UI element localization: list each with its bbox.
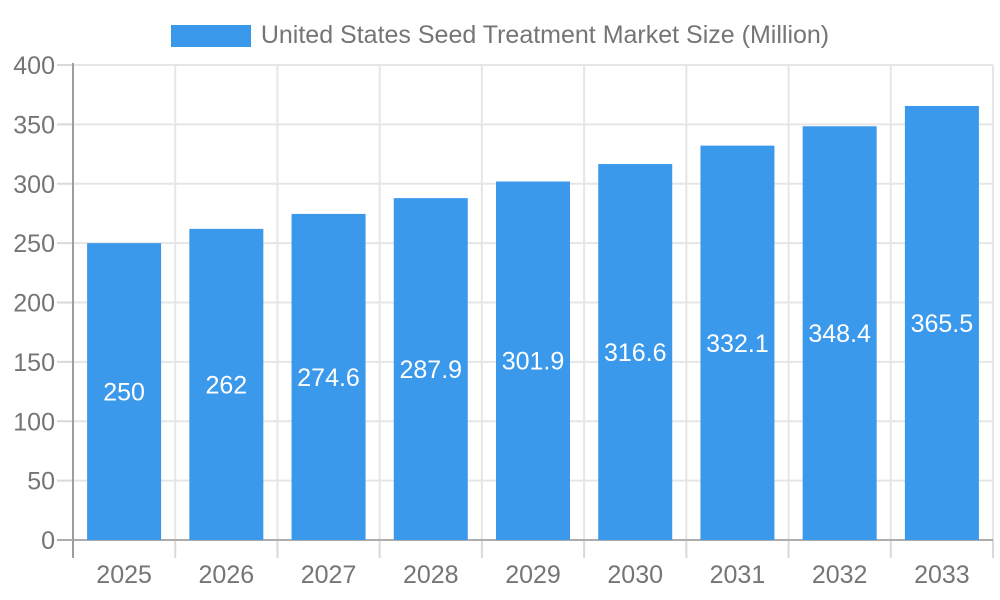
bar-value-label: 316.6	[604, 339, 667, 367]
bar[interactable]	[291, 213, 366, 540]
x-tick-label: 2027	[301, 561, 357, 589]
bar[interactable]	[904, 105, 979, 540]
x-tick-label: 2028	[403, 561, 459, 589]
y-tick-label: 300	[13, 171, 55, 199]
y-tick-label: 0	[41, 527, 55, 555]
legend-label: United States Seed Treatment Market Size…	[260, 21, 830, 49]
y-tick-label: 400	[13, 52, 55, 80]
x-tick-label: 2026	[199, 561, 255, 589]
bar-value-label: 332.1	[706, 330, 769, 358]
bar[interactable]	[700, 145, 775, 540]
bar-value-label: 365.5	[911, 310, 974, 338]
y-tick-label: 350	[13, 111, 55, 139]
x-tick-label: 2032	[812, 561, 868, 589]
bar-value-label: 287.9	[399, 356, 462, 384]
y-tick-label: 150	[13, 349, 55, 377]
x-tick-label: 2029	[505, 561, 561, 589]
bar[interactable]	[598, 164, 673, 540]
y-tick-label: 250	[13, 230, 55, 258]
y-tick-label: 100	[13, 408, 55, 436]
bar-value-label: 262	[205, 371, 247, 399]
bar-value-label: 250	[103, 379, 145, 407]
bar[interactable]	[802, 126, 877, 541]
legend[interactable]: United States Seed Treatment Market Size…	[0, 21, 1000, 50]
x-tick-label: 2030	[607, 561, 663, 589]
bar[interactable]	[189, 228, 264, 540]
bar[interactable]	[393, 198, 468, 540]
x-tick-label: 2033	[914, 561, 970, 589]
bar[interactable]	[87, 243, 162, 540]
x-tick-label: 2031	[710, 561, 766, 589]
legend-swatch	[170, 24, 251, 47]
y-tick-label: 200	[13, 290, 55, 318]
x-tick-label: 2025	[96, 561, 152, 589]
bar[interactable]	[496, 181, 570, 540]
bar-value-label: 274.6	[297, 364, 360, 392]
bar-value-label: 348.4	[808, 320, 871, 348]
bar-value-label: 301.9	[502, 348, 565, 376]
y-tick-label: 50	[27, 468, 55, 496]
